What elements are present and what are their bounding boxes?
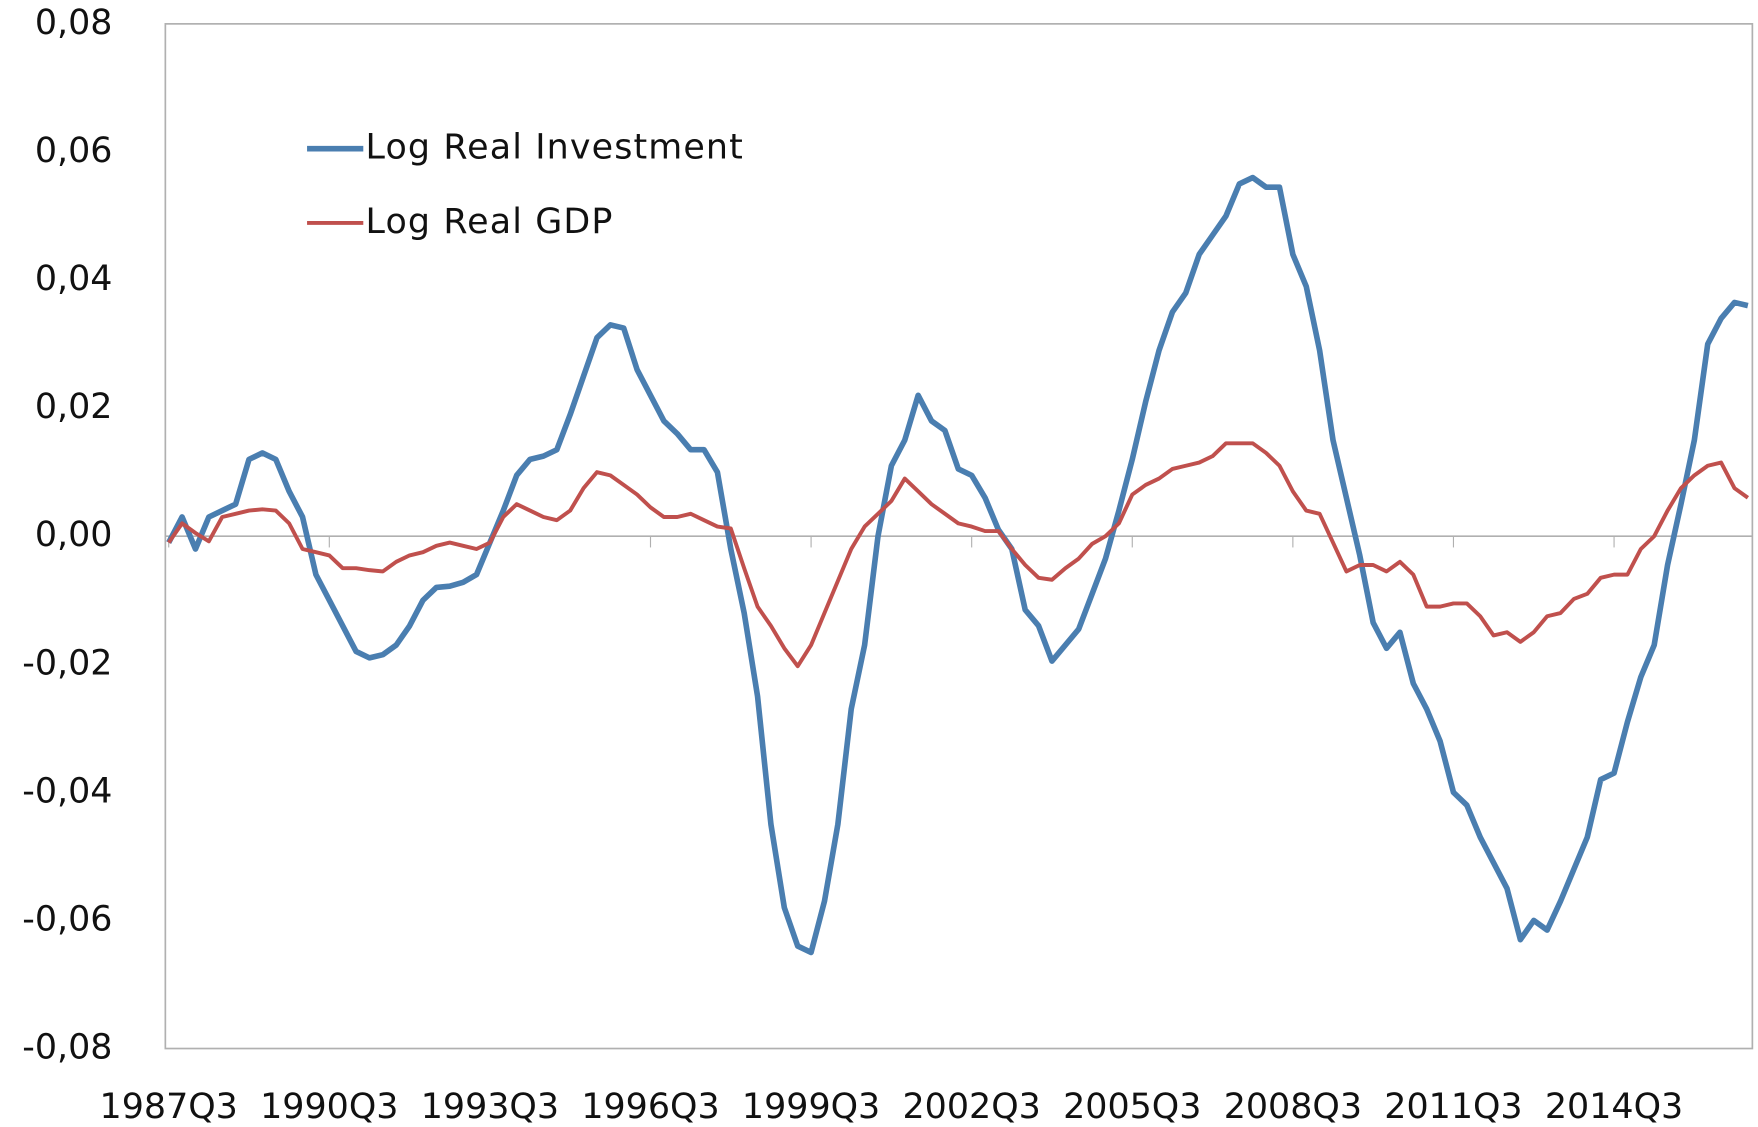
- series-line: [166, 174, 1749, 956]
- series-line: [167, 441, 1750, 669]
- y-tick-label: 0,08: [35, 3, 113, 43]
- y-tick-label: -0,08: [22, 1028, 112, 1068]
- y-tick-label: -0,04: [22, 771, 112, 811]
- x-tick-label: 1987Q3: [100, 1087, 238, 1123]
- x-tick-label: 2011Q3: [1384, 1087, 1522, 1123]
- x-tick-label: 1996Q3: [581, 1087, 719, 1123]
- x-tick-label: 1990Q3: [260, 1087, 398, 1123]
- x-tick-label: 2002Q3: [903, 1087, 1041, 1123]
- y-tick-label: 0,06: [35, 131, 113, 171]
- legend-label: Log Real GDP: [366, 202, 614, 242]
- x-tick-label: 2005Q3: [1063, 1087, 1201, 1123]
- x-tick-label: 1999Q3: [742, 1087, 880, 1123]
- y-tick-label: 0,04: [35, 259, 113, 299]
- y-tick-label: 0,02: [35, 387, 113, 427]
- x-tick-label: 1993Q3: [421, 1087, 559, 1123]
- x-tick-label: 2008Q3: [1224, 1087, 1362, 1123]
- legend-label: Log Real Investment: [366, 128, 744, 168]
- y-tick-label: -0,06: [22, 899, 112, 939]
- x-tick-label: 2014Q3: [1545, 1087, 1683, 1123]
- y-tick-label: 0,00: [35, 515, 113, 555]
- y-tick-label: -0,02: [22, 643, 112, 683]
